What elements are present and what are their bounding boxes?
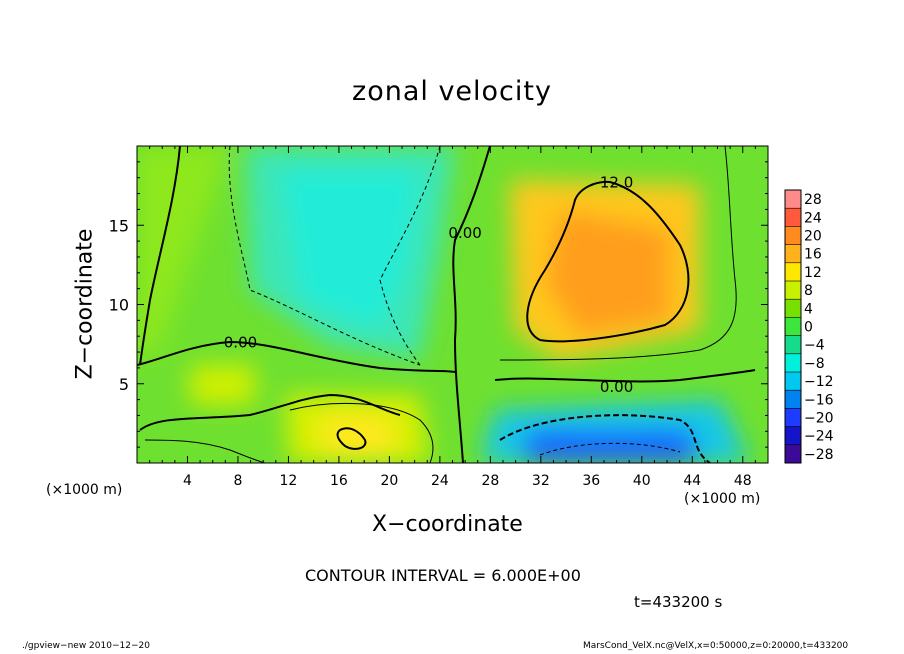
region-negative-core [280,170,420,330]
region-positive-core [545,210,670,335]
colorbar-swatch [785,208,801,227]
contour-minus6-upper [228,146,421,366]
colorbar-label: 16 [804,247,822,263]
x-tick-label: 20 [380,473,398,489]
x-axis-unit-right: (×1000 m) [684,491,761,507]
colorbar-label: 12 [804,265,822,281]
x-tick-label: 12 [280,473,298,489]
footer-program-info: ./gpview−new 2010−12−20 [22,641,150,651]
y-axis-label: Z−coordinate [72,228,98,380]
colorbar-label: 20 [804,229,822,245]
contour-label: 0.00 [448,224,481,242]
colorbar-swatch [785,281,801,300]
contour-minus6-right [379,146,441,366]
colorbar-swatch [785,353,801,373]
contour-label: 0.00 [600,378,633,396]
contour-6-lower-center [289,402,434,463]
colorbar-swatch [785,226,801,246]
y-tick-label: 10 [109,296,129,315]
colorbar-label: 24 [804,210,822,226]
colorbar-label: −4 [804,338,825,354]
colorbar-label: −8 [804,356,825,372]
contour-labels: 0.00 0.00 0.00 12.0 [224,173,633,396]
contour-zero-right [494,369,756,383]
colorbar: 28 24 20 16 12 8 4 0 −4 −8 −12 −16 −20 −24 −28 [784,189,834,464]
x-tick-label: 36 [582,473,600,489]
contour-label: 12.0 [600,173,633,191]
x-axis-label: X−coordinate [372,512,523,537]
x-tick-label: 28 [481,473,499,489]
contour-6-right [499,146,737,361]
colorbar-swatch [785,408,801,428]
contour-zero-left [139,146,181,366]
colorbar-swatch [785,335,801,355]
contour-minus12-lower [499,414,711,463]
colorbar-swatch [785,372,801,391]
time-stamp: t=433200 s [634,593,723,611]
contour-lines [137,146,756,463]
x-tick-label: 40 [633,473,651,489]
colorbar-swatch [785,390,801,409]
x-axis: 4 8 12 16 20 24 28 32 36 40 44 48 [149,146,756,489]
y-tick-label: 15 [109,216,129,235]
contour-12-lower [336,427,367,450]
colorbar-swatch [785,317,801,337]
colorbar-label: −12 [804,374,834,390]
colorbar-swatch [785,299,801,318]
colorbar-swatch [785,444,801,464]
contour-zero-mid [137,340,456,373]
contour-label: 0.00 [224,334,257,352]
x-tick-label: 8 [233,473,242,489]
x-axis-unit-left: (×1000 m) [46,482,123,498]
contour-6-lower-left [144,439,266,463]
colorbar-label: −28 [804,447,834,463]
colorbar-label: −24 [804,429,834,445]
contour-12-positive [526,180,690,343]
footer-file-info: MarsCond_VelX.nc@VelX,x=0:50000,z=0:2000… [583,641,849,651]
velocity-field: 0.00 0.00 0.00 12.0 [137,146,768,463]
colorbar-label: 4 [804,301,813,317]
x-tick-label: 32 [532,473,550,489]
region-positive-lower-core [320,415,395,455]
colorbar-label: −20 [804,411,834,427]
colorbar-swatch [785,426,801,446]
chart-title: zonal velocity [352,76,552,107]
y-axis: 5 10 15 [109,161,768,448]
region-left-edge [137,146,230,360]
region-negative-lower-core [520,430,700,463]
colorbar-swatch [785,190,801,209]
colorbar-swatch [785,262,801,282]
y-tick-label: 5 [119,375,129,394]
colorbar-swatch [785,244,801,264]
contour-zero-lower [139,393,401,431]
contour-zero-center [452,146,491,463]
colorbar-label: −16 [804,392,834,408]
colorbar-label: 8 [804,283,813,299]
x-tick-label: 44 [683,473,701,489]
x-tick-label: 48 [734,473,752,489]
contour-minus18-lower [539,442,681,456]
colorbar-label: 0 [804,320,813,336]
x-tick-label: 16 [330,473,348,489]
region-positive-left [190,365,255,405]
contour-interval-text: CONTOUR INTERVAL = 6.000E+00 [305,566,581,585]
colorbar-label: 28 [804,192,822,208]
x-tick-label: 24 [431,473,449,489]
x-tick-label: 4 [183,473,192,489]
